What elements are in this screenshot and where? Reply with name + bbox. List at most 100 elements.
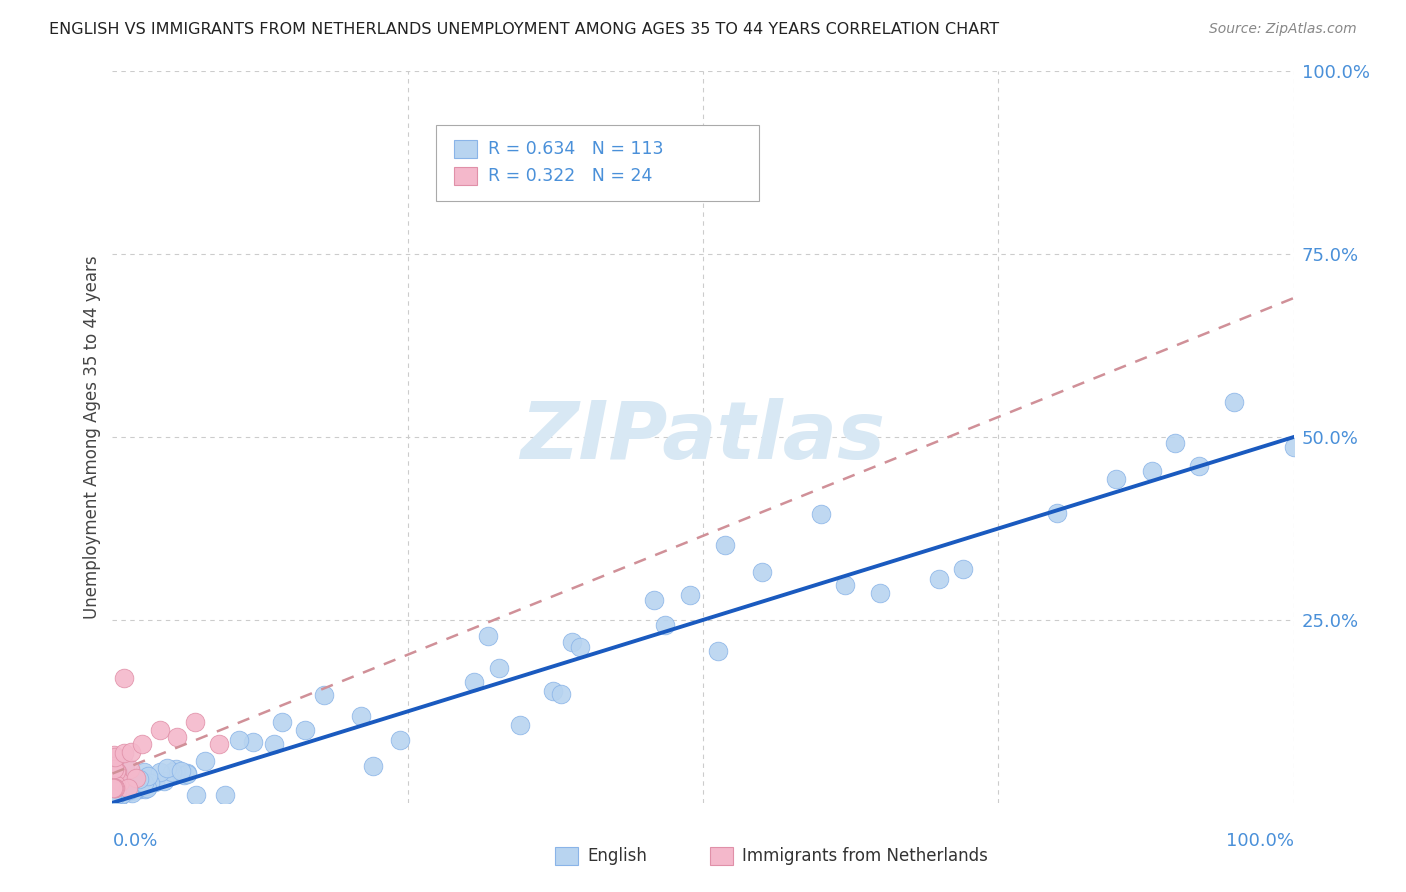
Point <box>869 585 891 599</box>
Point <box>114 780 136 795</box>
Text: ZIPatlas: ZIPatlas <box>520 398 886 476</box>
Point <box>103 781 125 796</box>
Point <box>108 767 131 781</box>
Point <box>114 746 136 760</box>
Point <box>103 790 125 805</box>
Point <box>643 592 665 607</box>
Point <box>104 781 127 796</box>
Point <box>117 785 139 799</box>
Text: ENGLISH VS IMMIGRANTS FROM NETHERLANDS UNEMPLOYMENT AMONG AGES 35 TO 44 YEARS CO: ENGLISH VS IMMIGRANTS FROM NETHERLANDS U… <box>49 22 1000 37</box>
Point <box>108 781 131 796</box>
Point <box>103 782 125 797</box>
Point <box>952 562 974 576</box>
Point <box>105 782 128 797</box>
Point <box>125 781 148 796</box>
Y-axis label: Unemployment Among Ages 35 to 44 years: Unemployment Among Ages 35 to 44 years <box>83 255 101 619</box>
Point <box>114 759 136 773</box>
Point <box>103 785 125 799</box>
Point <box>121 780 143 795</box>
Point <box>112 672 135 686</box>
Point <box>103 762 125 776</box>
Point <box>101 785 124 799</box>
Point <box>810 507 832 521</box>
Point <box>121 780 143 794</box>
Point <box>120 745 142 759</box>
Point <box>117 784 139 798</box>
Point <box>108 790 131 805</box>
Point <box>105 786 128 800</box>
Point <box>270 714 292 729</box>
Point <box>134 781 156 796</box>
Point <box>136 779 159 793</box>
Point <box>115 784 138 798</box>
Text: R = 0.634   N = 113: R = 0.634 N = 113 <box>488 140 664 158</box>
Point <box>208 737 231 751</box>
Point <box>928 572 950 586</box>
Point <box>108 774 131 789</box>
Point <box>149 764 172 779</box>
Point <box>706 644 728 658</box>
Point <box>117 780 139 795</box>
Point <box>104 788 127 802</box>
Point <box>139 776 162 790</box>
Point <box>105 781 128 796</box>
Point <box>121 782 143 797</box>
Point <box>104 778 127 792</box>
Point <box>550 687 572 701</box>
Point <box>105 778 128 792</box>
Point <box>110 786 132 800</box>
Point <box>111 780 134 794</box>
Point <box>488 661 510 675</box>
Point <box>1046 506 1069 520</box>
Point <box>361 758 384 772</box>
Point <box>121 776 143 790</box>
Point <box>111 787 134 801</box>
Point <box>104 789 127 803</box>
Point <box>105 782 128 797</box>
Point <box>713 538 735 552</box>
Point <box>110 786 132 800</box>
Point <box>108 777 131 791</box>
Point <box>228 732 250 747</box>
Point <box>105 784 128 798</box>
Point <box>108 785 131 799</box>
Point <box>184 715 207 730</box>
Point <box>105 787 128 801</box>
Point <box>132 775 155 789</box>
Point <box>118 783 141 797</box>
Point <box>678 588 700 602</box>
Point <box>463 674 485 689</box>
Point <box>114 782 136 797</box>
Point <box>751 565 773 579</box>
Point <box>184 789 207 803</box>
Point <box>1140 464 1163 478</box>
Point <box>101 785 124 799</box>
Point <box>1164 436 1187 450</box>
Text: 0.0%: 0.0% <box>112 832 157 850</box>
Point <box>294 723 316 738</box>
Point <box>136 781 159 796</box>
Point <box>121 784 143 798</box>
Point <box>125 771 148 785</box>
Point <box>173 767 195 781</box>
Point <box>477 629 499 643</box>
Point <box>176 767 198 781</box>
Point <box>104 790 127 805</box>
Point <box>108 777 131 791</box>
Point <box>117 774 139 789</box>
Point <box>149 723 172 737</box>
Point <box>152 773 174 788</box>
Point <box>1188 458 1211 473</box>
Point <box>103 785 125 799</box>
Point <box>654 618 676 632</box>
Point <box>242 735 264 749</box>
Point <box>104 764 127 778</box>
Point <box>541 684 564 698</box>
Point <box>166 765 188 780</box>
Point <box>176 766 198 780</box>
Point <box>1105 473 1128 487</box>
Point <box>165 763 187 777</box>
Point <box>214 789 236 803</box>
Point <box>1223 395 1246 409</box>
Point <box>104 749 127 764</box>
